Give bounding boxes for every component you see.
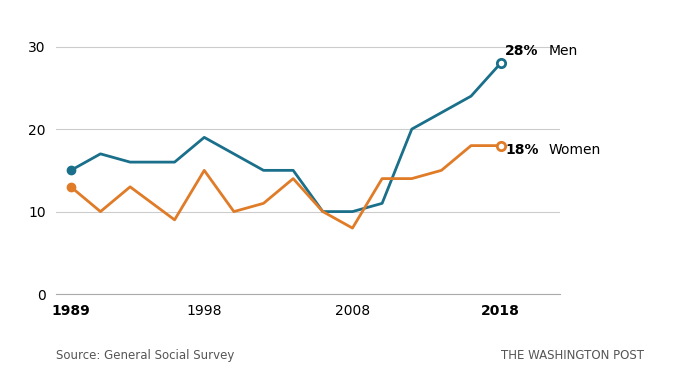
Text: 28%: 28% — [505, 44, 539, 58]
Text: THE WASHINGTON POST: THE WASHINGTON POST — [501, 349, 644, 362]
Text: Source: General Social Survey: Source: General Social Survey — [56, 349, 234, 362]
Text: Women: Women — [548, 143, 601, 157]
Text: Men: Men — [548, 44, 578, 58]
Text: 18%: 18% — [505, 143, 539, 157]
